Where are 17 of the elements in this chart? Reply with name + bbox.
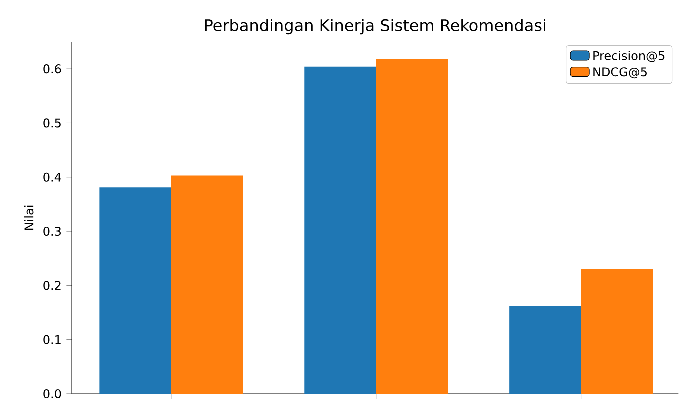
y-tick-label: 0.0 [44, 389, 62, 399]
y-tick-label: 0.4 [44, 172, 62, 182]
bar [376, 59, 448, 394]
legend-label: Precision@5 [594, 51, 665, 62]
y-tick-label: 0.3 [44, 226, 61, 236]
bar [304, 66, 376, 394]
bar [510, 306, 582, 394]
y-tick-label: 0.6 [44, 64, 62, 74]
bar [581, 269, 654, 394]
bar [171, 176, 244, 394]
y-tick-label: 0.5 [44, 118, 61, 128]
y-tick-label: 0.1 [44, 335, 61, 344]
legend-label: NDCG@5 [594, 68, 647, 79]
chart-title: Perbandingan Kinerja Sistem Rekomendasi [205, 19, 546, 35]
y-axis-title: Nilai [24, 206, 34, 230]
y-tick-label: 0.2 [44, 281, 61, 290]
bar [100, 188, 172, 394]
